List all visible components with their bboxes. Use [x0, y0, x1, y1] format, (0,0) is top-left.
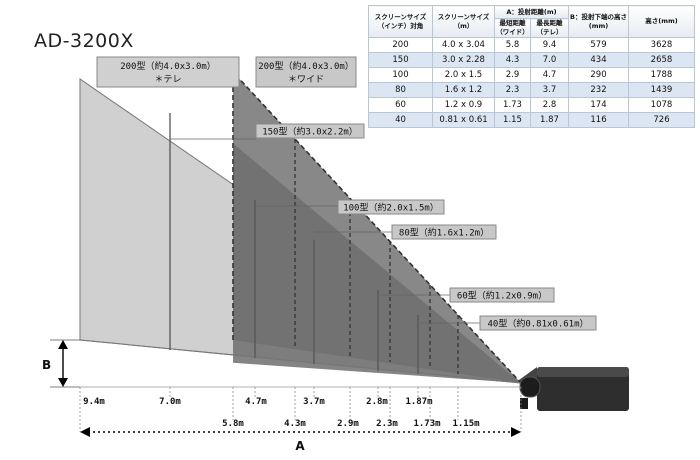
- dim-b-label: B: [42, 358, 51, 372]
- wide-distance-label: 1.73m: [413, 419, 441, 429]
- cell-b: 116: [568, 112, 629, 128]
- label-box-100: [337, 199, 445, 215]
- wide-distance-label: 5.8m: [222, 419, 244, 429]
- cell-size: 2.0 x 1.5: [432, 67, 495, 83]
- cell-size: 4.0 x 3.04: [432, 37, 495, 53]
- tele-distance-label: 3.7m: [303, 397, 325, 407]
- cell-height: 1439: [628, 82, 695, 98]
- cell-height: 726: [628, 112, 695, 128]
- cell-b: 434: [568, 52, 629, 68]
- cell-min: 2.3: [494, 82, 531, 98]
- cell-b: 232: [568, 82, 629, 98]
- cell-inch: 40: [368, 112, 433, 128]
- label-box-tele200: [96, 56, 240, 88]
- label-wide200-line2: ＊ワイド: [288, 75, 324, 85]
- cell-min: 4.3: [494, 52, 531, 68]
- cell-inch: 60: [368, 97, 433, 113]
- table-row: 40 0.81 x 0.61 1.15 1.87 116 726: [368, 112, 695, 128]
- wide-distance-label: 2.3m: [376, 419, 398, 429]
- cell-size: 1.2 x 0.9: [432, 97, 495, 113]
- cell-size: 0.81 x 0.61: [432, 112, 495, 128]
- distance-ticks: [79, 387, 522, 432]
- cell-inch: 80: [368, 82, 433, 98]
- label-80: 80型（約1.6x1.2m）: [399, 227, 489, 239]
- tele-screen-lines: [169, 113, 419, 374]
- cell-inch: 150: [368, 52, 433, 68]
- cell-inch: 200: [368, 37, 433, 53]
- label-box-60: [449, 287, 555, 303]
- cell-height: 1788: [628, 67, 695, 83]
- label-tele200-line2: ＊テレ: [154, 74, 181, 85]
- b-dimension: B: [42, 339, 80, 388]
- cell-height: 1078: [628, 97, 695, 113]
- label-tele200-line1: 200型（約4.0x3.0m）: [120, 60, 216, 72]
- label-60: 60型（約1.2x0.9m）: [457, 290, 547, 302]
- model-title: AD-3200X: [34, 30, 134, 52]
- header-size-m: スクリーンサイズ（m）: [432, 5, 495, 38]
- tele-distance-label: 2.8m: [366, 397, 388, 407]
- header-throw-distance: A：投射距離(m): [494, 5, 569, 19]
- wide-distance-label: 1.15m: [452, 419, 480, 429]
- tele-distance-label: 7.0m: [159, 397, 181, 407]
- size-labels: 200型（約4.0x3.0m） ＊テレ 200型（約4.0x3.0m） ＊ワイド…: [96, 56, 597, 331]
- tele-distance-labels: 9.4m 7.0m 4.7m 3.7m 2.8m 1.87m: [83, 397, 433, 407]
- wide-distance-label: 2.9m: [337, 419, 359, 429]
- cell-size: 3.0 x 2.28: [432, 52, 495, 68]
- wide-screen-lines: [294, 139, 459, 374]
- wide-distance-label: 4.3m: [284, 419, 306, 429]
- cell-min: 5.8: [494, 37, 531, 53]
- label-box-40: [479, 315, 597, 331]
- cell-max: 9.4: [530, 37, 569, 53]
- label-leaders: [170, 138, 480, 324]
- wide-distance-labels: 5.8m 4.3m 2.9m 2.3m 1.73m 1.15m: [222, 419, 480, 429]
- label-box-wide200: [255, 56, 357, 88]
- label-box-150: [255, 123, 365, 139]
- table-row: 200 4.0 x 3.04 5.8 9.4 579 3628: [368, 37, 695, 53]
- cell-b: 174: [568, 97, 629, 113]
- table-row: 100 2.0 x 1.5 2.9 4.7 290 1788: [368, 67, 695, 83]
- table-row: 60 1.2 x 0.9 1.73 2.8 174 1078: [368, 97, 695, 113]
- tele-distance-label: 9.4m: [83, 397, 105, 407]
- tele-distance-label: 4.7m: [245, 397, 267, 407]
- cell-min: 1.73: [494, 97, 531, 113]
- cell-max: 4.7: [530, 67, 569, 83]
- cell-b: 290: [568, 67, 629, 83]
- label-150: 150型（約3.0x2.2m）: [262, 126, 358, 138]
- cell-min: 1.15: [494, 112, 531, 128]
- header-throw-min: 最短距離（ワイド）: [494, 18, 531, 38]
- cell-b: 579: [568, 37, 629, 53]
- label-100: 100型（約2.0x1.5m）: [343, 202, 439, 214]
- dim-a-label: A: [295, 439, 305, 453]
- header-throw-max: 最長距離（テレ）: [530, 18, 569, 38]
- tele-distance-label: 1.87m: [405, 397, 433, 407]
- label-box-80: [391, 224, 497, 240]
- header-height: 高さ(mm): [628, 5, 695, 38]
- table-row: 150 3.0 x 2.28 4.3 7.0 434 2658: [368, 52, 695, 68]
- specification-table: スクリーンサイズ（インチ）対角 スクリーンサイズ（m） A：投射距離(m) B：…: [368, 5, 695, 128]
- cell-height: 2658: [628, 52, 695, 68]
- tele-bottom-edge: [79, 339, 522, 384]
- cell-max: 3.7: [530, 82, 569, 98]
- a-dimension: A: [80, 427, 521, 453]
- table-row: 80 1.6 x 1.2 2.3 3.7 232 1439: [368, 82, 695, 98]
- cell-height: 3628: [628, 37, 695, 53]
- header-size-inch: スクリーンサイズ（インチ）対角: [368, 5, 433, 38]
- cell-max: 1.87: [530, 112, 569, 128]
- label-wide200-line1: 200型（約4.0x3.0m）: [258, 60, 354, 72]
- projector-icon: [519, 367, 629, 411]
- label-40: 40型（約0.81x0.61m）: [487, 318, 588, 330]
- cell-min: 2.9: [494, 67, 531, 83]
- cell-inch: 100: [368, 67, 433, 83]
- cell-max: 2.8: [530, 97, 569, 113]
- cell-size: 1.6 x 1.2: [432, 82, 495, 98]
- cell-max: 7.0: [530, 52, 569, 68]
- header-b-height: B：投射下端の高さ(mm): [568, 5, 629, 38]
